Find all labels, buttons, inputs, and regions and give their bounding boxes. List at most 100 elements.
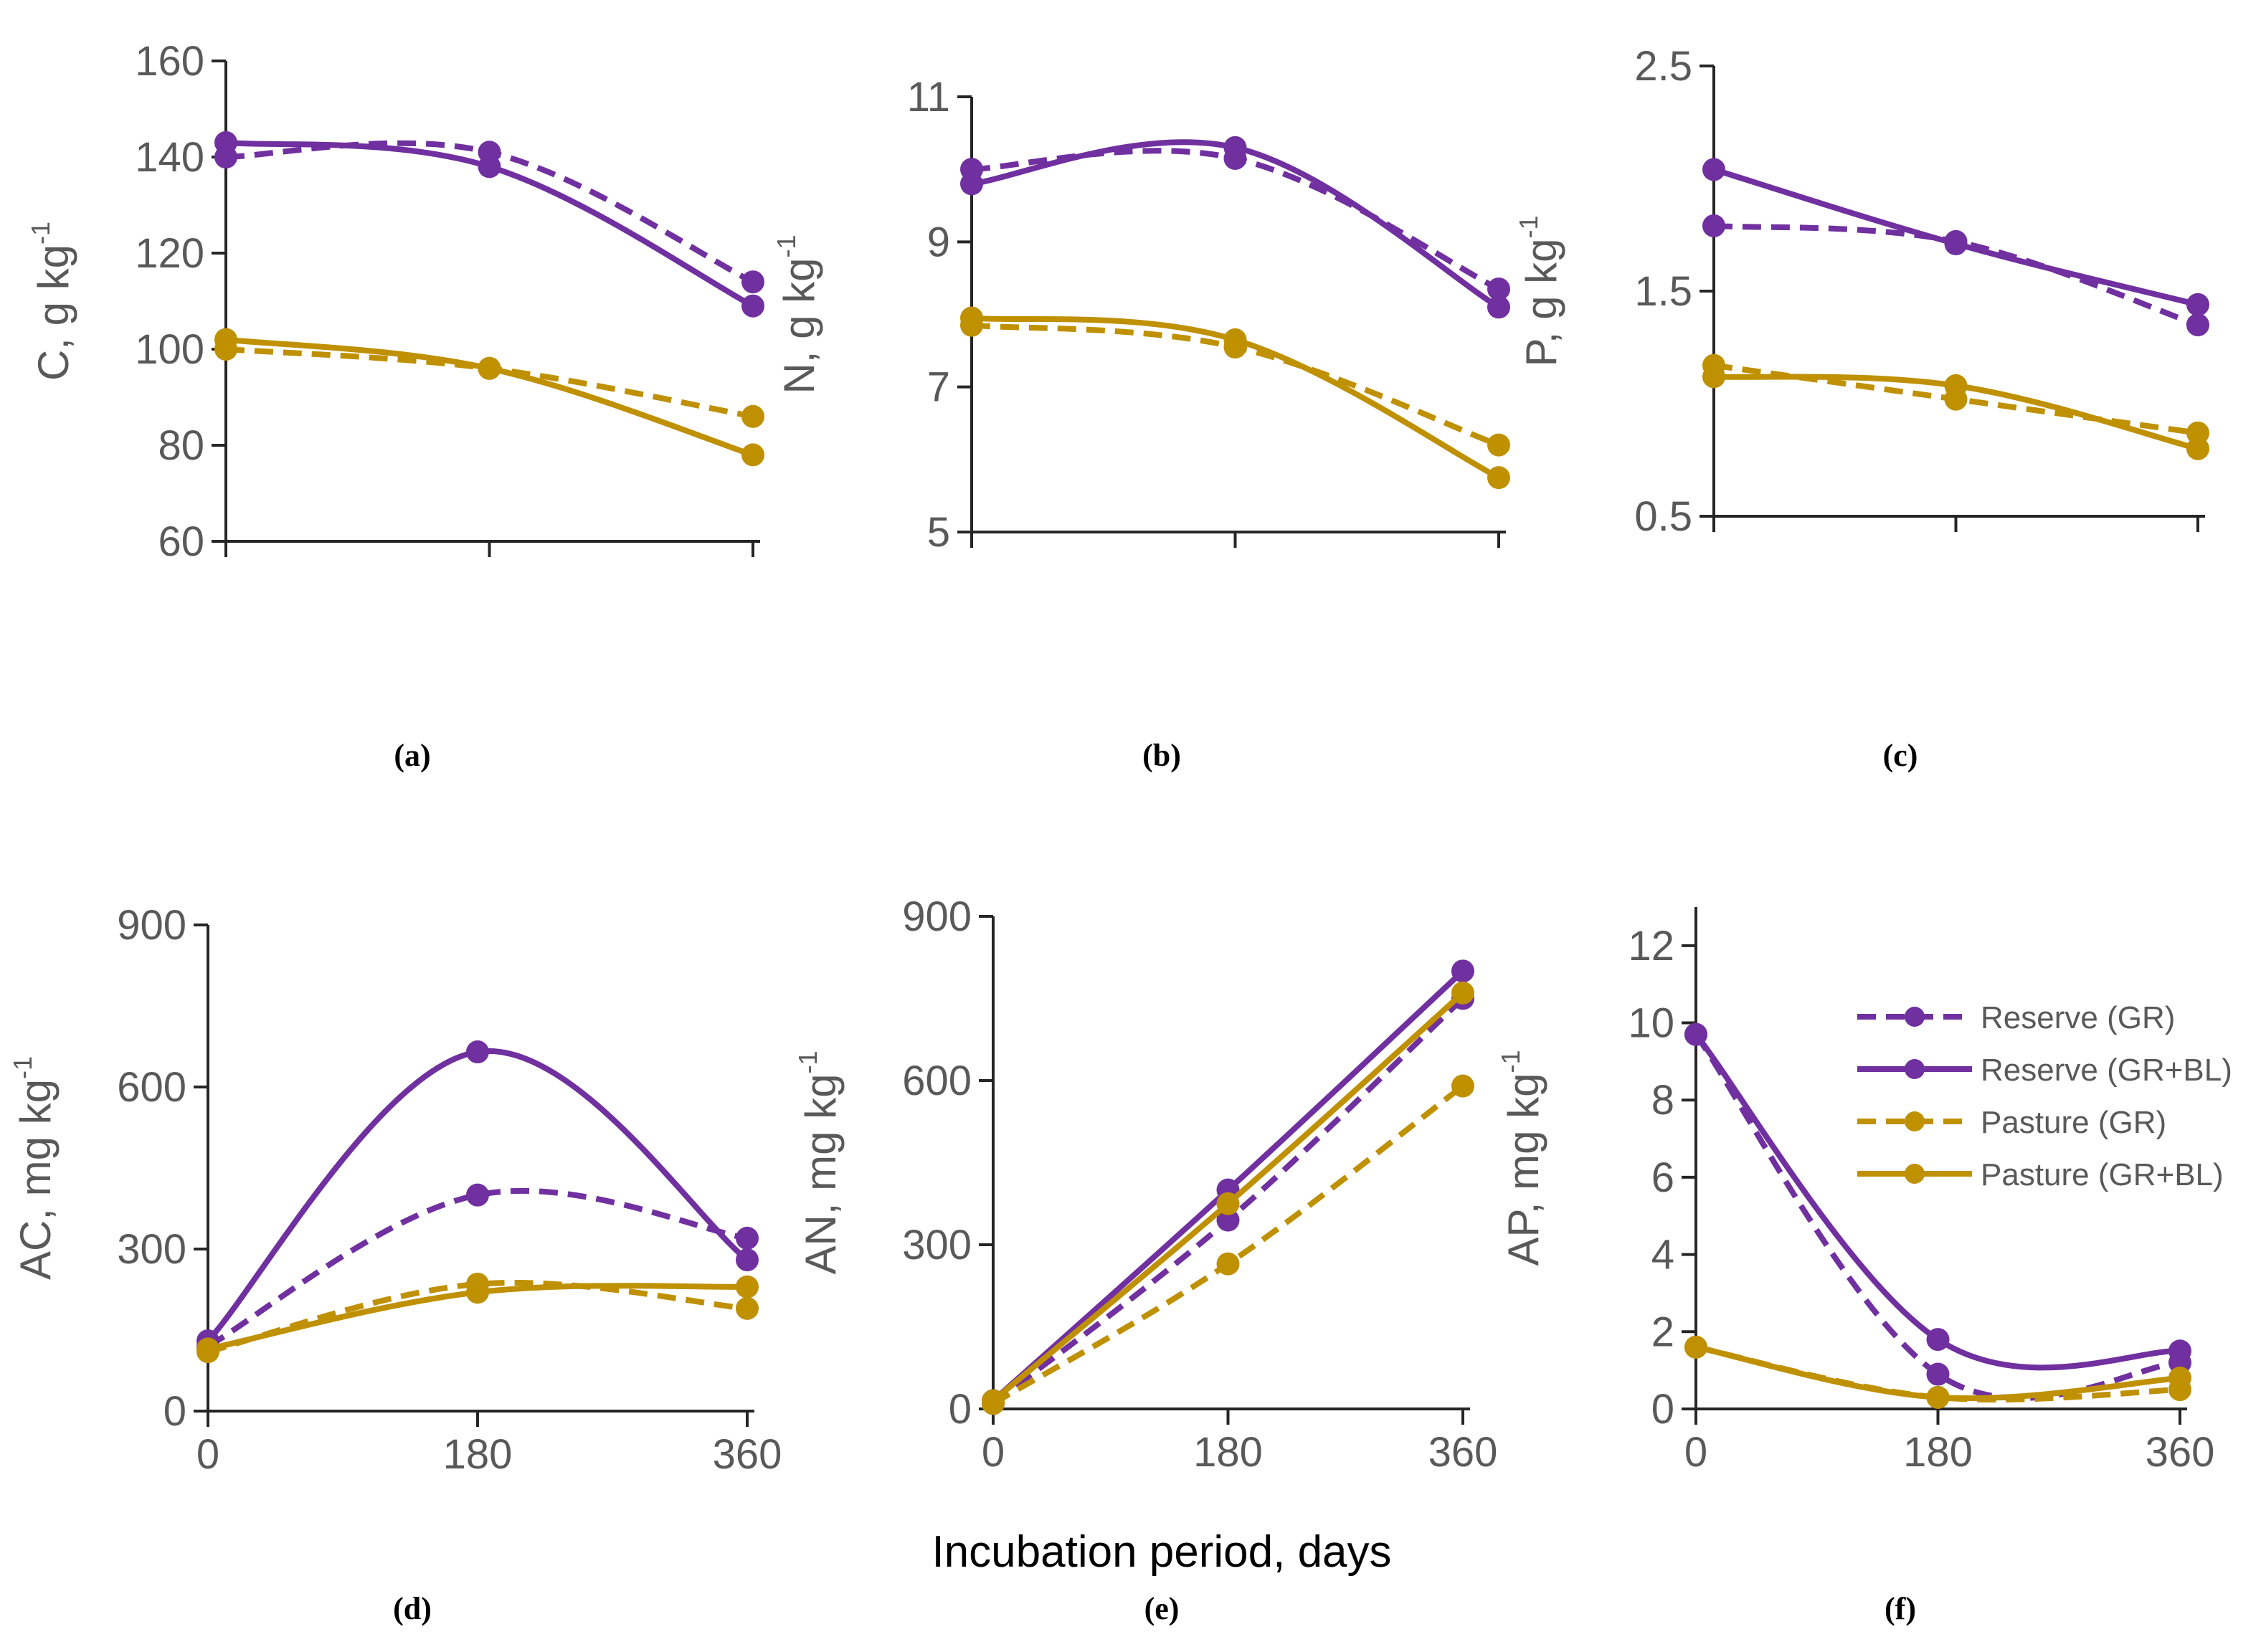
data-point — [736, 1226, 759, 1250]
legend-item: Pasture (GR) — [1857, 1105, 2166, 1140]
x-tick-label: 0 — [982, 1429, 1005, 1476]
panel-label: (d) — [393, 1591, 432, 1626]
data-point — [466, 1040, 489, 1064]
data-point — [1223, 328, 1247, 351]
y-tick-label: 2.5 — [1634, 43, 1692, 90]
data-point — [2168, 1366, 2191, 1390]
x-tick-label: 360 — [713, 1431, 782, 1478]
y-tick-label: 140 — [135, 134, 204, 181]
y-tick-label: 0 — [1651, 1386, 1674, 1433]
series-line-pasture-gr-bl — [225, 336, 754, 458]
y-tick-label: 0 — [949, 1386, 972, 1433]
y-tick-label: 120 — [135, 230, 204, 277]
y-tick-label: 10 — [1628, 1000, 1674, 1047]
data-point — [466, 1183, 489, 1207]
data-point — [1216, 1252, 1240, 1276]
data-point — [1702, 214, 1725, 237]
data-point — [741, 294, 764, 318]
x-tick-label: 180 — [1193, 1429, 1263, 1476]
series-line-pasture-gr — [991, 1083, 1465, 1406]
y-tick-label: 900 — [902, 893, 972, 940]
y-tick-label: 600 — [902, 1058, 972, 1104]
panel-e: 0 300 600 900 0 180 360 AN, mg kg-1 (e) — [793, 893, 1497, 1626]
y-axis-label-superscript: -1 — [1496, 1050, 1525, 1073]
legend-marker — [1905, 1007, 1925, 1027]
data-point — [1223, 136, 1247, 159]
y-axis-label-text: C, g kg — [29, 245, 77, 381]
legend-marker — [1905, 1111, 1925, 1131]
y-tick-label: 1.5 — [1634, 268, 1692, 315]
data-point — [1926, 1328, 1950, 1352]
panel-c: 0.5 1.5 2.5 P, g kg-1 (c) — [1514, 43, 2209, 773]
legend-item: Reserve (GR+BL) — [1857, 1053, 2232, 1088]
panel-label: (e) — [1144, 1591, 1180, 1626]
y-tick-label: 7 — [927, 364, 950, 411]
series-line-reserve-gr — [1693, 1032, 2181, 1401]
y-tick-label: 300 — [902, 1222, 972, 1268]
y-tick-label: 0 — [163, 1388, 186, 1435]
y-tick-label: 0.5 — [1634, 493, 1692, 540]
data-point — [960, 306, 983, 330]
shared-x-axis-label: Incubation period, days — [931, 1527, 1391, 1577]
y-axis-label: AC, mg kg-1 — [8, 1056, 60, 1280]
data-point — [1684, 1022, 1707, 1046]
data-point — [466, 1281, 489, 1304]
y-tick-label: 8 — [1651, 1077, 1674, 1124]
y-axis-label-superscript: -1 — [772, 234, 801, 257]
data-point — [960, 172, 983, 196]
y-tick-label: 11 — [907, 74, 950, 120]
y-axis-label-text: AN, mg kg — [797, 1073, 845, 1274]
data-point — [736, 1296, 759, 1320]
y-axis-label-text: N, g kg — [775, 257, 823, 394]
legend-item: Pasture (GR+BL) — [1857, 1157, 2224, 1192]
data-point — [2186, 293, 2209, 316]
x-tick-label: 180 — [1903, 1429, 1973, 1476]
y-axis-label-superscript: -1 — [8, 1056, 37, 1079]
data-point — [1216, 1192, 1240, 1215]
y-axis-label: AN, mg kg-1 — [793, 1050, 845, 1274]
legend-label: Reserve (GR) — [1981, 1000, 2175, 1035]
y-tick-label: 600 — [117, 1064, 186, 1111]
data-point — [1451, 959, 1474, 983]
data-point — [1944, 374, 1968, 397]
data-point — [1684, 1335, 1707, 1359]
data-point — [741, 443, 764, 467]
data-point — [1451, 1074, 1474, 1098]
panel-f: 0 2 4 6 8 10 12 0 180 360 AP, mg kg-1 (f) — [1496, 907, 2214, 1626]
x-tick-label: 360 — [1428, 1429, 1498, 1476]
data-point — [1702, 158, 1725, 181]
legend-item: Reserve (GR) — [1857, 1000, 2175, 1035]
y-axis-label-superscript: -1 — [793, 1050, 823, 1073]
y-tick-label: 900 — [117, 902, 186, 949]
y-tick-label: 2 — [1651, 1309, 1674, 1355]
series-line-reserve-gr — [971, 148, 1500, 292]
x-tick-label: 180 — [443, 1431, 513, 1478]
y-axis-label: N, g kg-1 — [772, 234, 823, 394]
y-axis-label-text: P, g kg — [1517, 238, 1565, 366]
data-point — [741, 270, 764, 294]
panel-label: (a) — [394, 738, 430, 773]
data-point — [982, 1389, 1005, 1413]
y-tick-label: 100 — [135, 326, 204, 373]
legend-marker — [1905, 1059, 1925, 1079]
y-axis-label-superscript: -1 — [1514, 215, 1543, 238]
data-point — [2168, 1339, 2191, 1363]
panel-label: (c) — [1883, 738, 1918, 773]
panel-label: (b) — [1142, 738, 1181, 773]
y-tick-label: 60 — [158, 518, 204, 565]
data-point — [1944, 232, 1968, 256]
y-axis-label: C, g kg-1 — [26, 222, 77, 381]
data-point — [478, 356, 501, 380]
data-point — [1702, 365, 1725, 389]
data-point — [2186, 421, 2209, 445]
y-tick-label: 160 — [135, 38, 204, 85]
y-axis-label: AP, mg kg-1 — [1496, 1050, 1547, 1266]
x-tick-label: 0 — [196, 1431, 219, 1478]
y-axis-label-text: AP, mg kg — [1499, 1073, 1547, 1266]
data-point — [736, 1275, 759, 1299]
legend-label: Pasture (GR) — [1981, 1105, 2166, 1140]
data-point — [1216, 1208, 1240, 1232]
data-point — [1487, 466, 1510, 490]
y-axis-label-text: AC, mg kg — [11, 1079, 60, 1280]
